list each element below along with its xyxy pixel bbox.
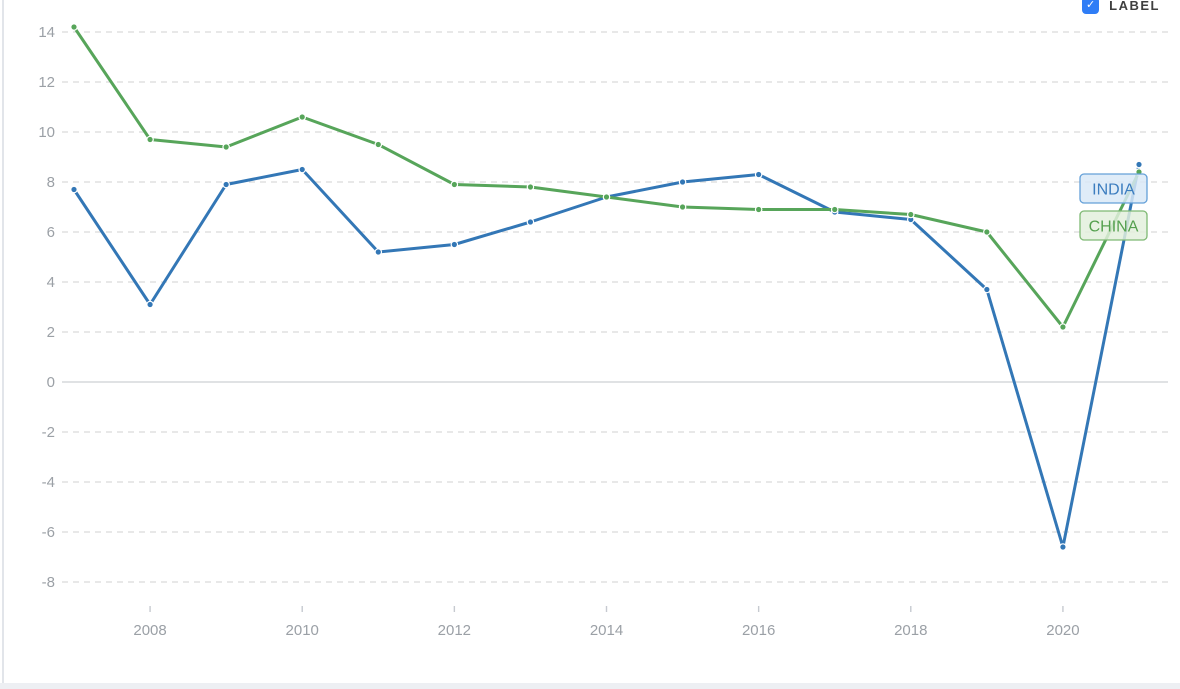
y-tick-label: 0 <box>47 374 55 391</box>
china-data-point-marker <box>526 183 535 191</box>
india-data-point-marker <box>678 178 687 186</box>
china-data-point-marker <box>830 205 839 214</box>
china-data-point-marker <box>222 143 230 151</box>
india-data-point-marker <box>1059 543 1067 551</box>
x-tick-label: 2010 <box>286 622 319 639</box>
china-data-point-marker <box>754 205 763 214</box>
y-tick-label: 12 <box>38 74 55 91</box>
india-series-label-text: INDIA <box>1092 182 1135 199</box>
india-data-point-marker <box>298 165 307 174</box>
india-data-point-marker <box>526 218 535 226</box>
china-data-point-marker <box>1059 323 1067 331</box>
x-tick-label: 2012 <box>438 622 471 639</box>
china-data-point-marker <box>450 180 459 189</box>
x-tick-label: 2014 <box>590 622 623 639</box>
india-data-point-marker <box>754 170 763 179</box>
china-data-point-marker <box>678 203 687 211</box>
y-tick-label: 4 <box>47 274 55 291</box>
x-tick-label: 2008 <box>133 622 166 639</box>
india-data-point-marker <box>146 300 154 309</box>
y-tick-label: -8 <box>42 574 55 591</box>
china-data-point-marker <box>602 193 611 201</box>
india-series-line <box>72 163 1141 549</box>
india-data-point-marker <box>450 240 459 249</box>
panel-left-border <box>2 0 4 683</box>
y-tick-label: 6 <box>47 224 55 241</box>
label-toggle-button[interactable]: ✓ LABEL <box>1082 0 1160 17</box>
x-tick-label: 2020 <box>1046 622 1079 639</box>
china-series-label-text: CHINA <box>1089 219 1139 236</box>
india-data-point-marker <box>222 180 230 189</box>
india-data-point-marker <box>70 185 78 194</box>
india-data-point-marker <box>983 285 991 294</box>
y-tick-label: 8 <box>47 174 55 191</box>
india-data-point-marker <box>374 248 383 256</box>
y-tick-label: -4 <box>42 474 55 491</box>
y-tick-label: 14 <box>38 24 55 41</box>
label-toggle-check-icon: ✓ <box>1082 0 1100 14</box>
china-series-label-badge <box>1079 210 1148 241</box>
china-data-point-marker <box>983 228 991 236</box>
y-tick-label: -6 <box>42 524 55 541</box>
x-tick-label: 2016 <box>742 622 775 639</box>
india-data-point-marker <box>1135 160 1143 169</box>
china-data-point-marker <box>298 113 307 121</box>
y-tick-label: 10 <box>38 124 55 141</box>
bottom-panel-edge <box>0 683 1180 689</box>
y-tick-label: 2 <box>47 324 55 341</box>
china-data-point-marker <box>374 140 383 149</box>
y-tick-label: -2 <box>42 424 55 441</box>
x-tick-label: 2018 <box>894 622 927 639</box>
label-toggle-text: LABEL <box>1109 0 1160 13</box>
china-data-point-marker <box>906 210 915 219</box>
china-data-point-marker <box>70 23 78 31</box>
china-data-point-marker <box>146 135 154 144</box>
india-series-label-badge <box>1079 173 1148 204</box>
